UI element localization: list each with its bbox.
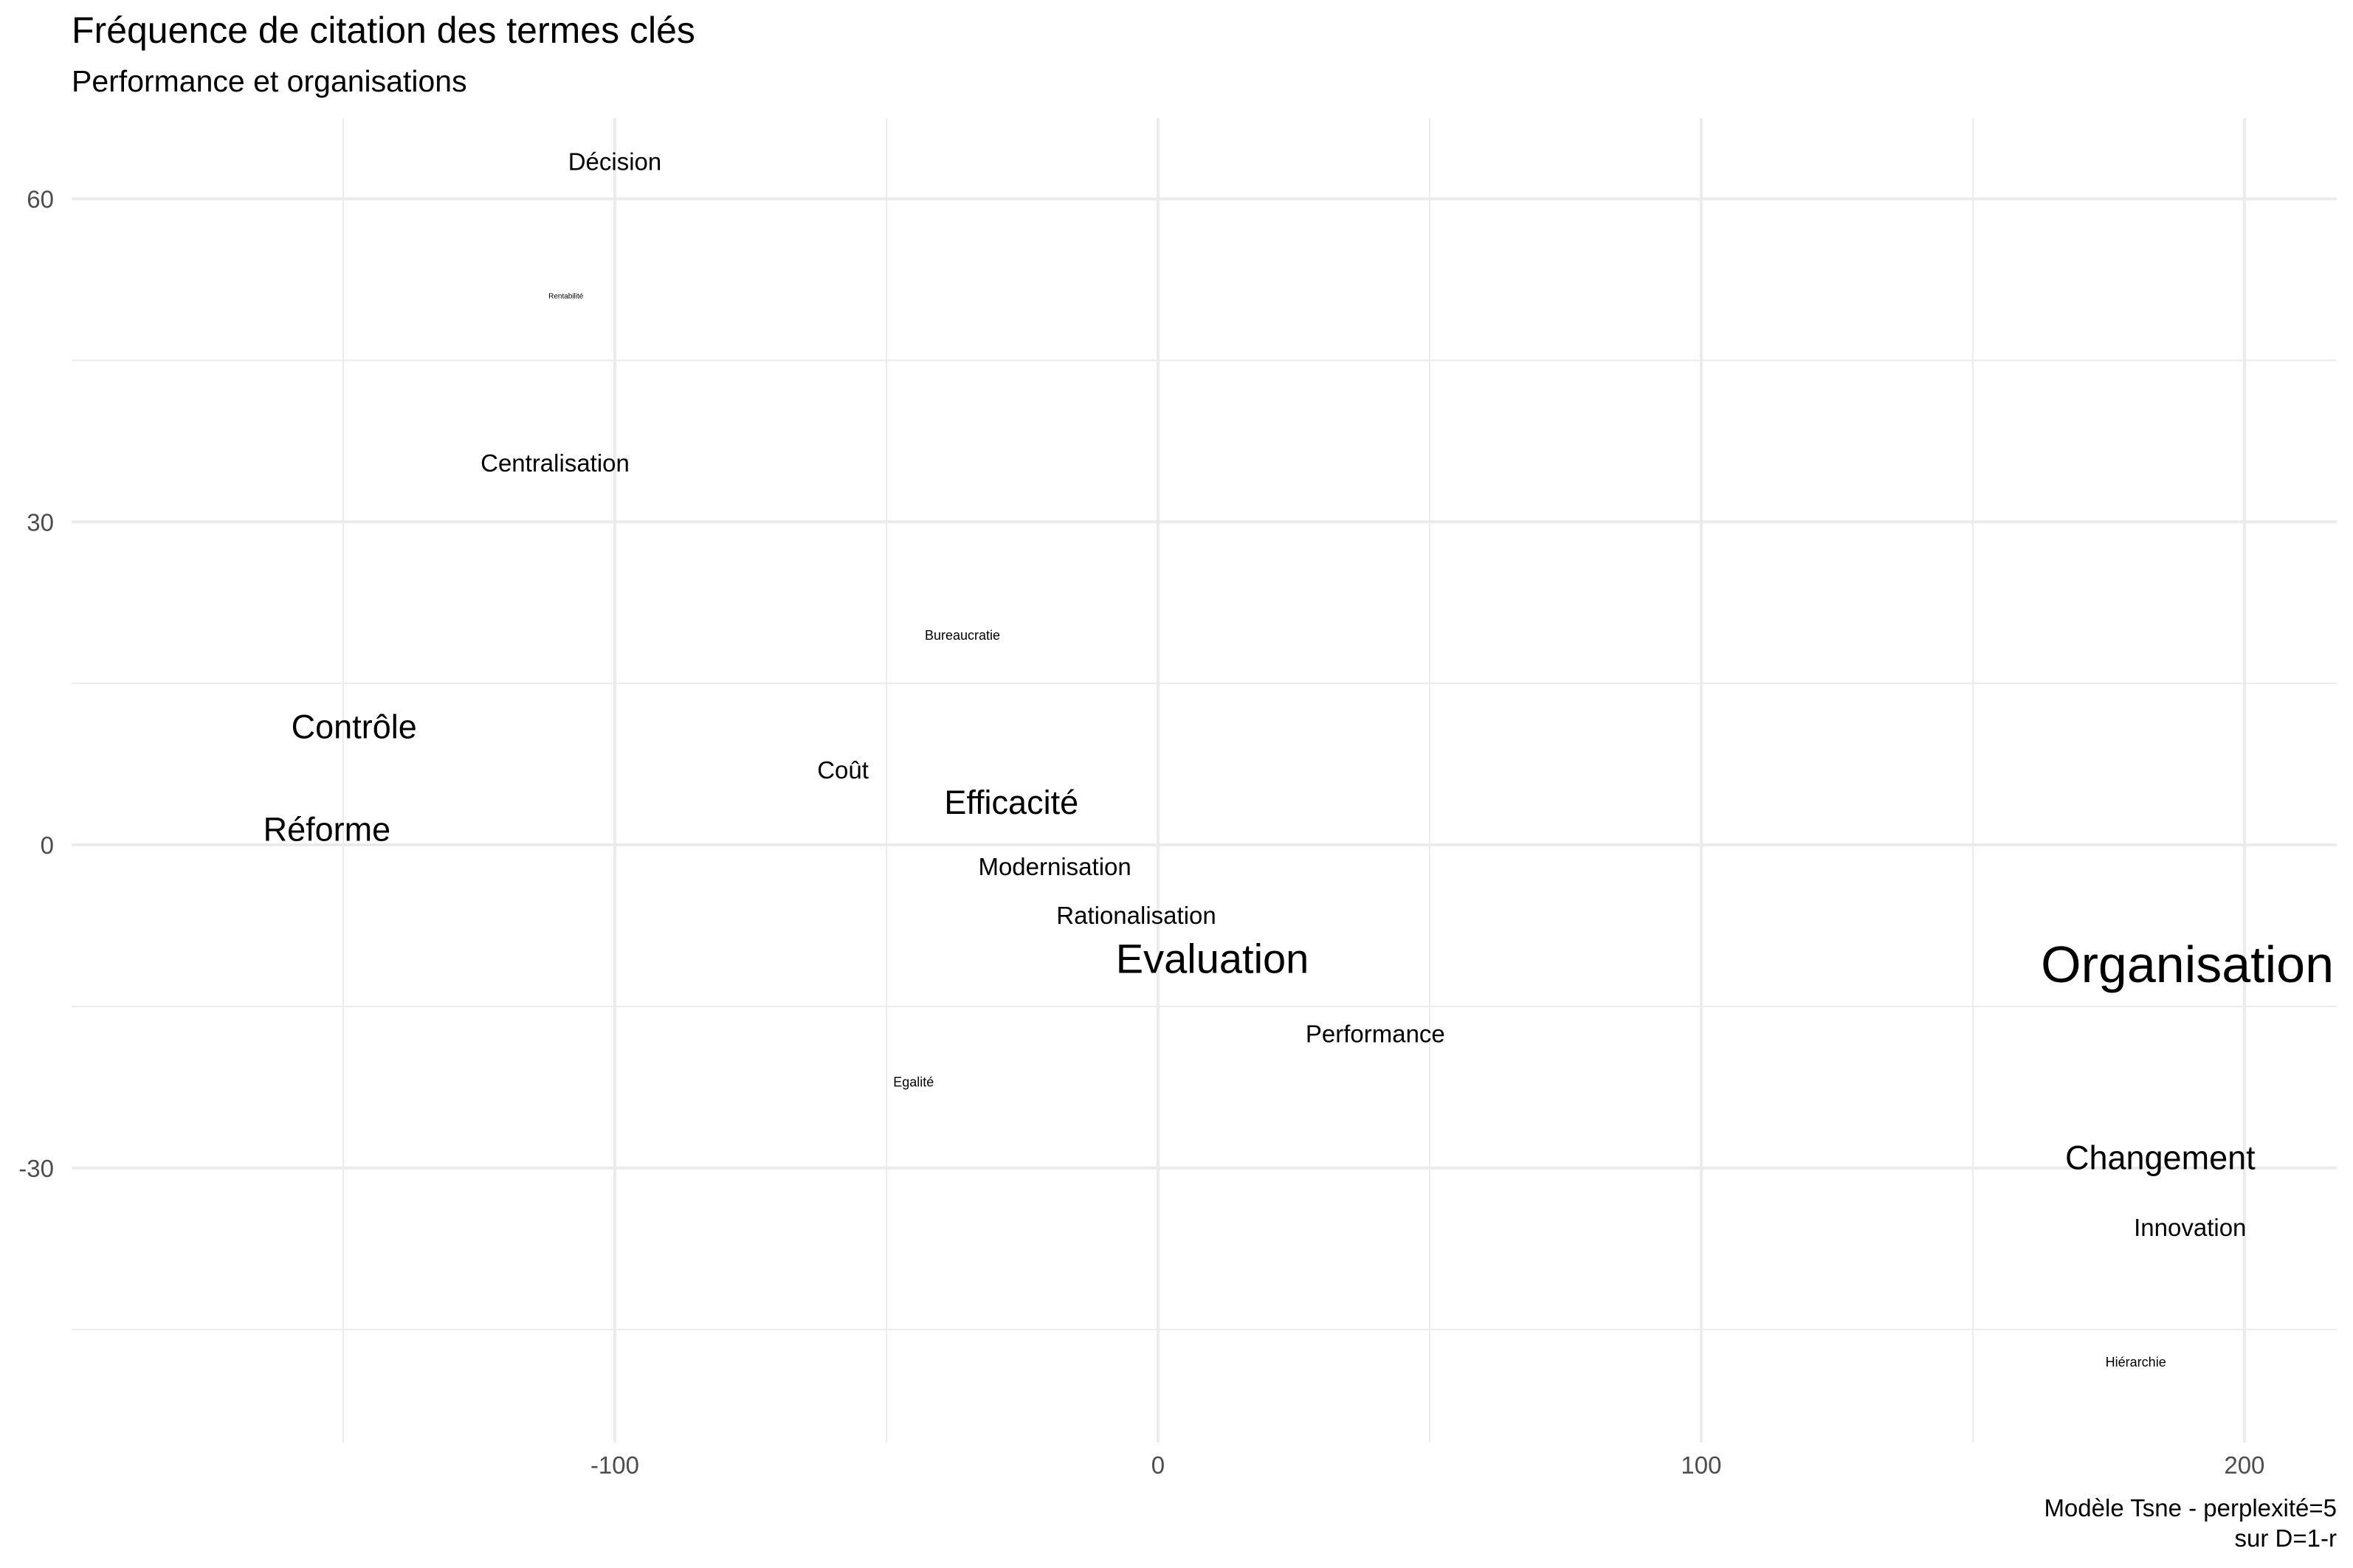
term-label: Changement bbox=[2065, 1139, 2256, 1176]
x-tick-label: 100 bbox=[1681, 1451, 1721, 1479]
axis-ticks: -100 0 100 200 -30 0 30 60 bbox=[18, 185, 2264, 1479]
chart-caption-line-2: sur D=1-r bbox=[2235, 1524, 2337, 1552]
y-tick-label: -30 bbox=[18, 1155, 54, 1182]
term-label: Contrôle bbox=[292, 708, 417, 746]
term-label: Coût bbox=[817, 756, 869, 784]
term-label: Evaluation bbox=[1116, 935, 1309, 981]
term-labels: Décision Rentabilité Centralisation Bureauc… bbox=[263, 148, 2334, 1370]
y-tick-label: 60 bbox=[27, 185, 54, 213]
term-label: Rentabilité bbox=[548, 292, 584, 300]
x-tick-label: -100 bbox=[590, 1451, 639, 1479]
chart-subtitle: Performance et organisations bbox=[72, 64, 467, 98]
y-tick-label: 0 bbox=[41, 832, 54, 859]
term-label: Rationalisation bbox=[1056, 902, 1216, 929]
term-label: Organisation bbox=[2041, 936, 2334, 993]
term-label: Décision bbox=[568, 148, 662, 175]
grid bbox=[72, 118, 2337, 1443]
y-tick-label: 30 bbox=[27, 508, 54, 536]
term-label: Efficacité bbox=[944, 784, 1078, 821]
chart-title: Fréquence de citation des termes clés bbox=[72, 10, 695, 51]
chart-caption-line-1: Modèle Tsne - perplexité=5 bbox=[2044, 1494, 2337, 1522]
term-label: Egalité bbox=[893, 1075, 934, 1090]
term-label: Performance bbox=[1306, 1020, 1445, 1047]
x-tick-label: 0 bbox=[1151, 1451, 1165, 1479]
term-label: Bureaucratie bbox=[925, 628, 1000, 643]
term-label: Réforme bbox=[263, 810, 391, 848]
term-label: Hiérarchie bbox=[2106, 1355, 2166, 1370]
x-tick-label: 200 bbox=[2224, 1451, 2264, 1479]
term-label: Modernisation bbox=[978, 853, 1131, 880]
term-label: Innovation bbox=[2134, 1214, 2246, 1241]
term-label: Centralisation bbox=[480, 449, 630, 477]
